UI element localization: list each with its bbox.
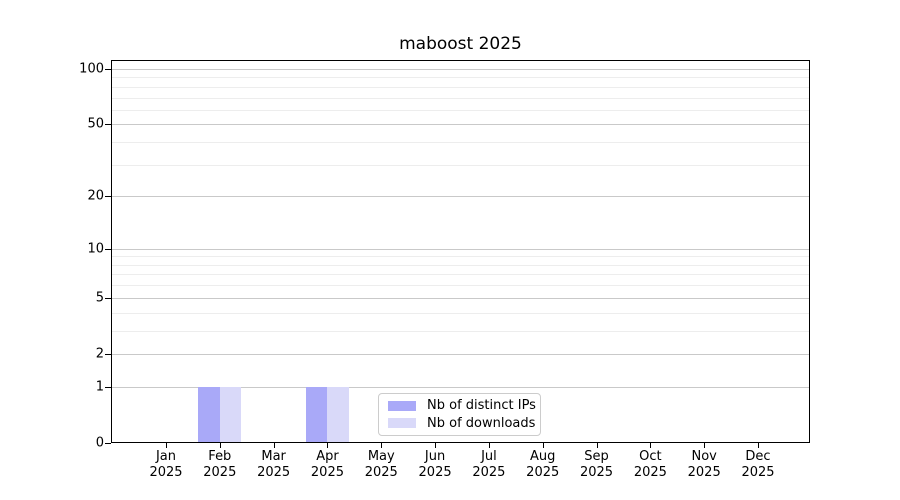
x-tick-mark xyxy=(542,443,544,448)
gridline-major xyxy=(112,196,809,198)
y-tick-label: 50 xyxy=(87,116,104,132)
gridline-minor xyxy=(112,97,809,99)
x-tick-label: Dec 2025 xyxy=(741,449,775,480)
gridline-major xyxy=(112,124,809,126)
x-tick-mark xyxy=(381,443,383,448)
gridline-minor xyxy=(112,274,809,276)
x-tick-label: Jun 2025 xyxy=(418,449,452,480)
x-tick-label: Sep 2025 xyxy=(579,449,614,480)
y-tick-mark xyxy=(105,353,111,355)
legend: Nb of distinct IPs Nb of downloads xyxy=(378,393,541,436)
y-tick-label: 5 xyxy=(95,290,104,306)
x-tick-mark xyxy=(596,443,598,448)
x-tick-mark xyxy=(273,443,275,448)
x-tick-mark xyxy=(757,443,759,448)
gridline-major xyxy=(112,353,809,355)
x-tick-label: May 2025 xyxy=(364,449,398,480)
bar-downloads xyxy=(327,386,349,442)
gridline-minor xyxy=(112,109,809,111)
gridline-minor xyxy=(112,77,809,79)
gridline-minor xyxy=(112,285,809,287)
gridline-major xyxy=(112,386,809,388)
gridline-minor xyxy=(112,256,809,258)
gridline-minor xyxy=(112,164,809,166)
x-tick-mark xyxy=(166,443,167,448)
legend-label-downloads: Nb of downloads xyxy=(427,415,536,431)
x-tick-label: Jan 2025 xyxy=(149,449,183,480)
y-tick-label: 10 xyxy=(87,241,104,257)
x-tick-mark xyxy=(488,443,490,448)
gridline-minor xyxy=(112,142,809,144)
gridline-minor xyxy=(112,330,809,332)
bar-distinct-ips xyxy=(305,386,328,442)
gridline-minor xyxy=(112,312,809,314)
x-tick-mark xyxy=(327,443,329,448)
bar-downloads xyxy=(219,386,242,442)
y-tick-mark xyxy=(105,69,111,70)
bar-distinct-ips xyxy=(198,386,220,442)
x-tick-mark xyxy=(435,443,437,448)
y-tick-label: 2 xyxy=(95,346,104,362)
legend-swatch-distinct-ips xyxy=(388,400,416,411)
legend-swatch-downloads xyxy=(388,418,416,429)
plot-area xyxy=(111,60,810,443)
y-tick-mark xyxy=(105,443,111,444)
x-tick-label: Mar 2025 xyxy=(257,449,291,480)
x-tick-label: Apr 2025 xyxy=(310,449,344,480)
x-tick-mark xyxy=(650,443,652,448)
chart-title: maboost 2025 xyxy=(399,34,522,54)
y-tick-mark xyxy=(105,386,111,388)
x-tick-label: Aug 2025 xyxy=(526,449,560,480)
x-tick-label: Nov 2025 xyxy=(687,449,721,480)
legend-item-distinct-ips: Nb of distinct IPs xyxy=(388,398,536,413)
y-tick-mark xyxy=(105,248,111,250)
y-tick-label: 1 xyxy=(95,379,104,395)
x-tick-mark xyxy=(219,443,221,448)
y-tick-mark xyxy=(105,196,111,198)
y-tick-label: 0 xyxy=(95,435,104,451)
legend-label-distinct-ips: Nb of distinct IPs xyxy=(427,398,536,414)
y-tick-label: 20 xyxy=(87,188,104,204)
gridline-minor xyxy=(112,86,809,88)
y-tick-mark xyxy=(105,297,111,299)
y-tick-mark xyxy=(105,124,111,126)
y-tick-label: 100 xyxy=(79,61,104,77)
gridline-major xyxy=(112,248,809,250)
x-tick-label: Feb 2025 xyxy=(203,449,237,480)
legend-item-downloads: Nb of downloads xyxy=(388,416,535,431)
gridline-minor xyxy=(112,264,809,266)
x-tick-mark xyxy=(704,443,706,448)
gridline-major xyxy=(112,297,809,299)
x-tick-label: Jul 2025 xyxy=(472,449,506,480)
x-tick-label: Oct 2025 xyxy=(633,449,667,480)
gridline-major xyxy=(112,69,809,70)
